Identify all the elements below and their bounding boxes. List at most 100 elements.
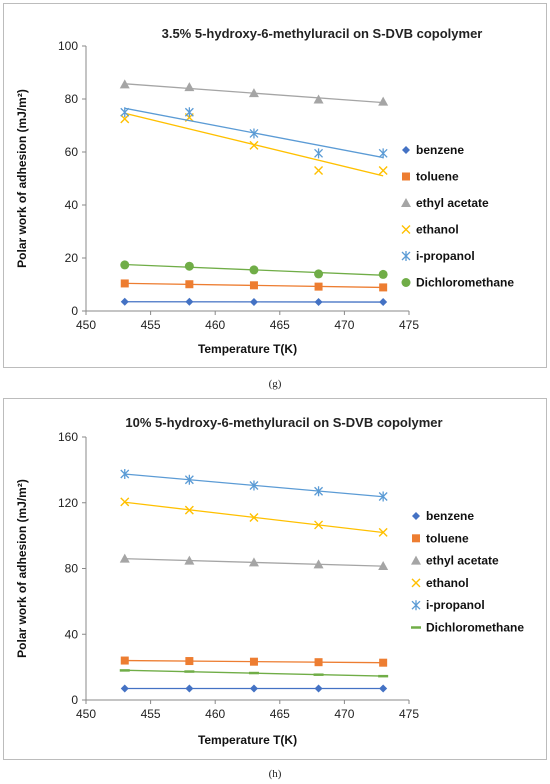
y-axis-label: Polar work of adhesion (mJ/m²) xyxy=(15,479,29,658)
y-tick-label: 80 xyxy=(65,562,79,576)
data-point xyxy=(314,148,324,159)
series-toluene xyxy=(120,656,388,667)
data-point xyxy=(248,557,259,567)
y-tick-label: 0 xyxy=(71,304,78,318)
series-ethyl-acetate xyxy=(119,79,389,106)
x-tick-label: 470 xyxy=(334,707,354,721)
data-point xyxy=(184,555,195,565)
legend-label: ethanol xyxy=(416,223,459,237)
data-point xyxy=(379,283,388,292)
x-axis-label: Temperature T(K) xyxy=(198,342,297,356)
data-point xyxy=(378,527,388,537)
data-point xyxy=(249,480,259,491)
y-tick-label: 100 xyxy=(58,39,78,53)
legend-marker xyxy=(401,278,411,287)
legend-marker xyxy=(411,578,421,588)
legend-item: toluene xyxy=(402,170,459,184)
data-point xyxy=(120,279,129,288)
data-point xyxy=(249,657,258,666)
legend-item: ethanol xyxy=(411,576,469,590)
legend-marker xyxy=(402,172,410,181)
series-ethanol xyxy=(120,497,388,537)
chart-title: 3.5% 5-hydroxy-6-methyluracil on S-DVB c… xyxy=(162,26,483,41)
y-tick-label: 20 xyxy=(65,251,79,265)
data-point xyxy=(120,497,130,507)
data-point xyxy=(248,88,259,98)
data-point xyxy=(249,684,258,693)
legend-marker xyxy=(402,146,410,154)
legend-label: Dichloromethane xyxy=(426,621,524,635)
series-ethanol xyxy=(120,112,388,177)
legend-item: i-propanol xyxy=(401,249,475,263)
x-tick-label: 470 xyxy=(334,318,354,332)
data-point xyxy=(249,513,259,523)
y-tick-label: 120 xyxy=(58,496,78,510)
legend-label: i-propanol xyxy=(426,598,485,612)
data-point xyxy=(184,261,194,271)
data-point xyxy=(314,282,323,291)
y-tick-label: 80 xyxy=(65,92,79,106)
data-point xyxy=(119,553,130,563)
x-tick-label: 475 xyxy=(399,318,419,332)
legend-item: ethyl acetate xyxy=(401,196,489,210)
legend-item: toluene xyxy=(412,531,469,545)
y-axis-label: Polar work of adhesion (mJ/m²) xyxy=(15,89,29,268)
legend-item: Dichloromethane xyxy=(401,276,514,290)
series-benzene xyxy=(120,684,388,693)
data-point xyxy=(120,468,130,479)
data-point xyxy=(314,486,324,497)
data-point xyxy=(313,559,324,569)
legend-marker xyxy=(401,198,411,207)
chart-title: 10% 5-hydroxy-6-methyluracil on S-DVB co… xyxy=(125,415,442,430)
data-point xyxy=(314,520,324,530)
chart-panel-h: 10% 5-hydroxy-6-methyluracil on S-DVB co… xyxy=(3,398,547,760)
chart-g: 3.5% 5-hydroxy-6-methyluracil on S-DVB c… xyxy=(15,26,514,356)
x-tick-label: 450 xyxy=(76,318,96,332)
series-i-propanol xyxy=(120,107,388,159)
x-tick-label: 475 xyxy=(399,707,419,721)
data-point xyxy=(120,297,129,306)
data-point xyxy=(185,657,194,666)
data-point xyxy=(184,505,194,515)
series-i-propanol xyxy=(120,468,388,502)
data-point xyxy=(379,658,388,667)
data-point xyxy=(120,114,130,124)
legend-marker xyxy=(401,251,411,261)
legend-marker xyxy=(411,555,421,565)
data-point xyxy=(379,297,388,306)
data-point xyxy=(184,474,194,485)
x-tick-label: 465 xyxy=(270,318,290,332)
x-tick-label: 465 xyxy=(270,707,290,721)
legend-label: Dichloromethane xyxy=(416,276,514,290)
legend-label: ethyl acetate xyxy=(426,554,499,568)
data-point xyxy=(378,148,388,159)
data-point xyxy=(120,684,129,693)
x-tick-label: 455 xyxy=(141,707,161,721)
chart-h: 10% 5-hydroxy-6-methyluracil on S-DVB co… xyxy=(15,415,524,747)
legend-marker xyxy=(411,600,421,611)
y-tick-label: 160 xyxy=(58,430,78,444)
series-dichloromethane xyxy=(120,260,388,279)
legend-item: benzene xyxy=(412,509,474,523)
legend-item: benzene xyxy=(402,143,464,157)
data-point xyxy=(314,658,323,667)
legend-label: benzene xyxy=(416,143,464,157)
data-point xyxy=(314,166,324,176)
data-point xyxy=(314,269,324,279)
data-point xyxy=(185,297,194,306)
data-point xyxy=(378,96,389,106)
chart-panel-g: 3.5% 5-hydroxy-6-methyluracil on S-DVB c… xyxy=(3,3,547,368)
data-point xyxy=(378,491,388,502)
series-benzene xyxy=(120,297,388,306)
series-dichloromethane xyxy=(119,669,389,678)
data-point xyxy=(185,684,194,693)
legend-marker xyxy=(412,512,420,520)
y-tick-label: 0 xyxy=(71,693,78,707)
data-point xyxy=(185,280,194,289)
data-point xyxy=(184,82,195,92)
legend-item: ethyl acetate xyxy=(411,554,499,568)
data-point xyxy=(249,128,259,139)
caption-g: (g) xyxy=(268,378,282,390)
x-tick-label: 455 xyxy=(141,318,161,332)
x-axis-label: Temperature T(K) xyxy=(198,733,297,747)
